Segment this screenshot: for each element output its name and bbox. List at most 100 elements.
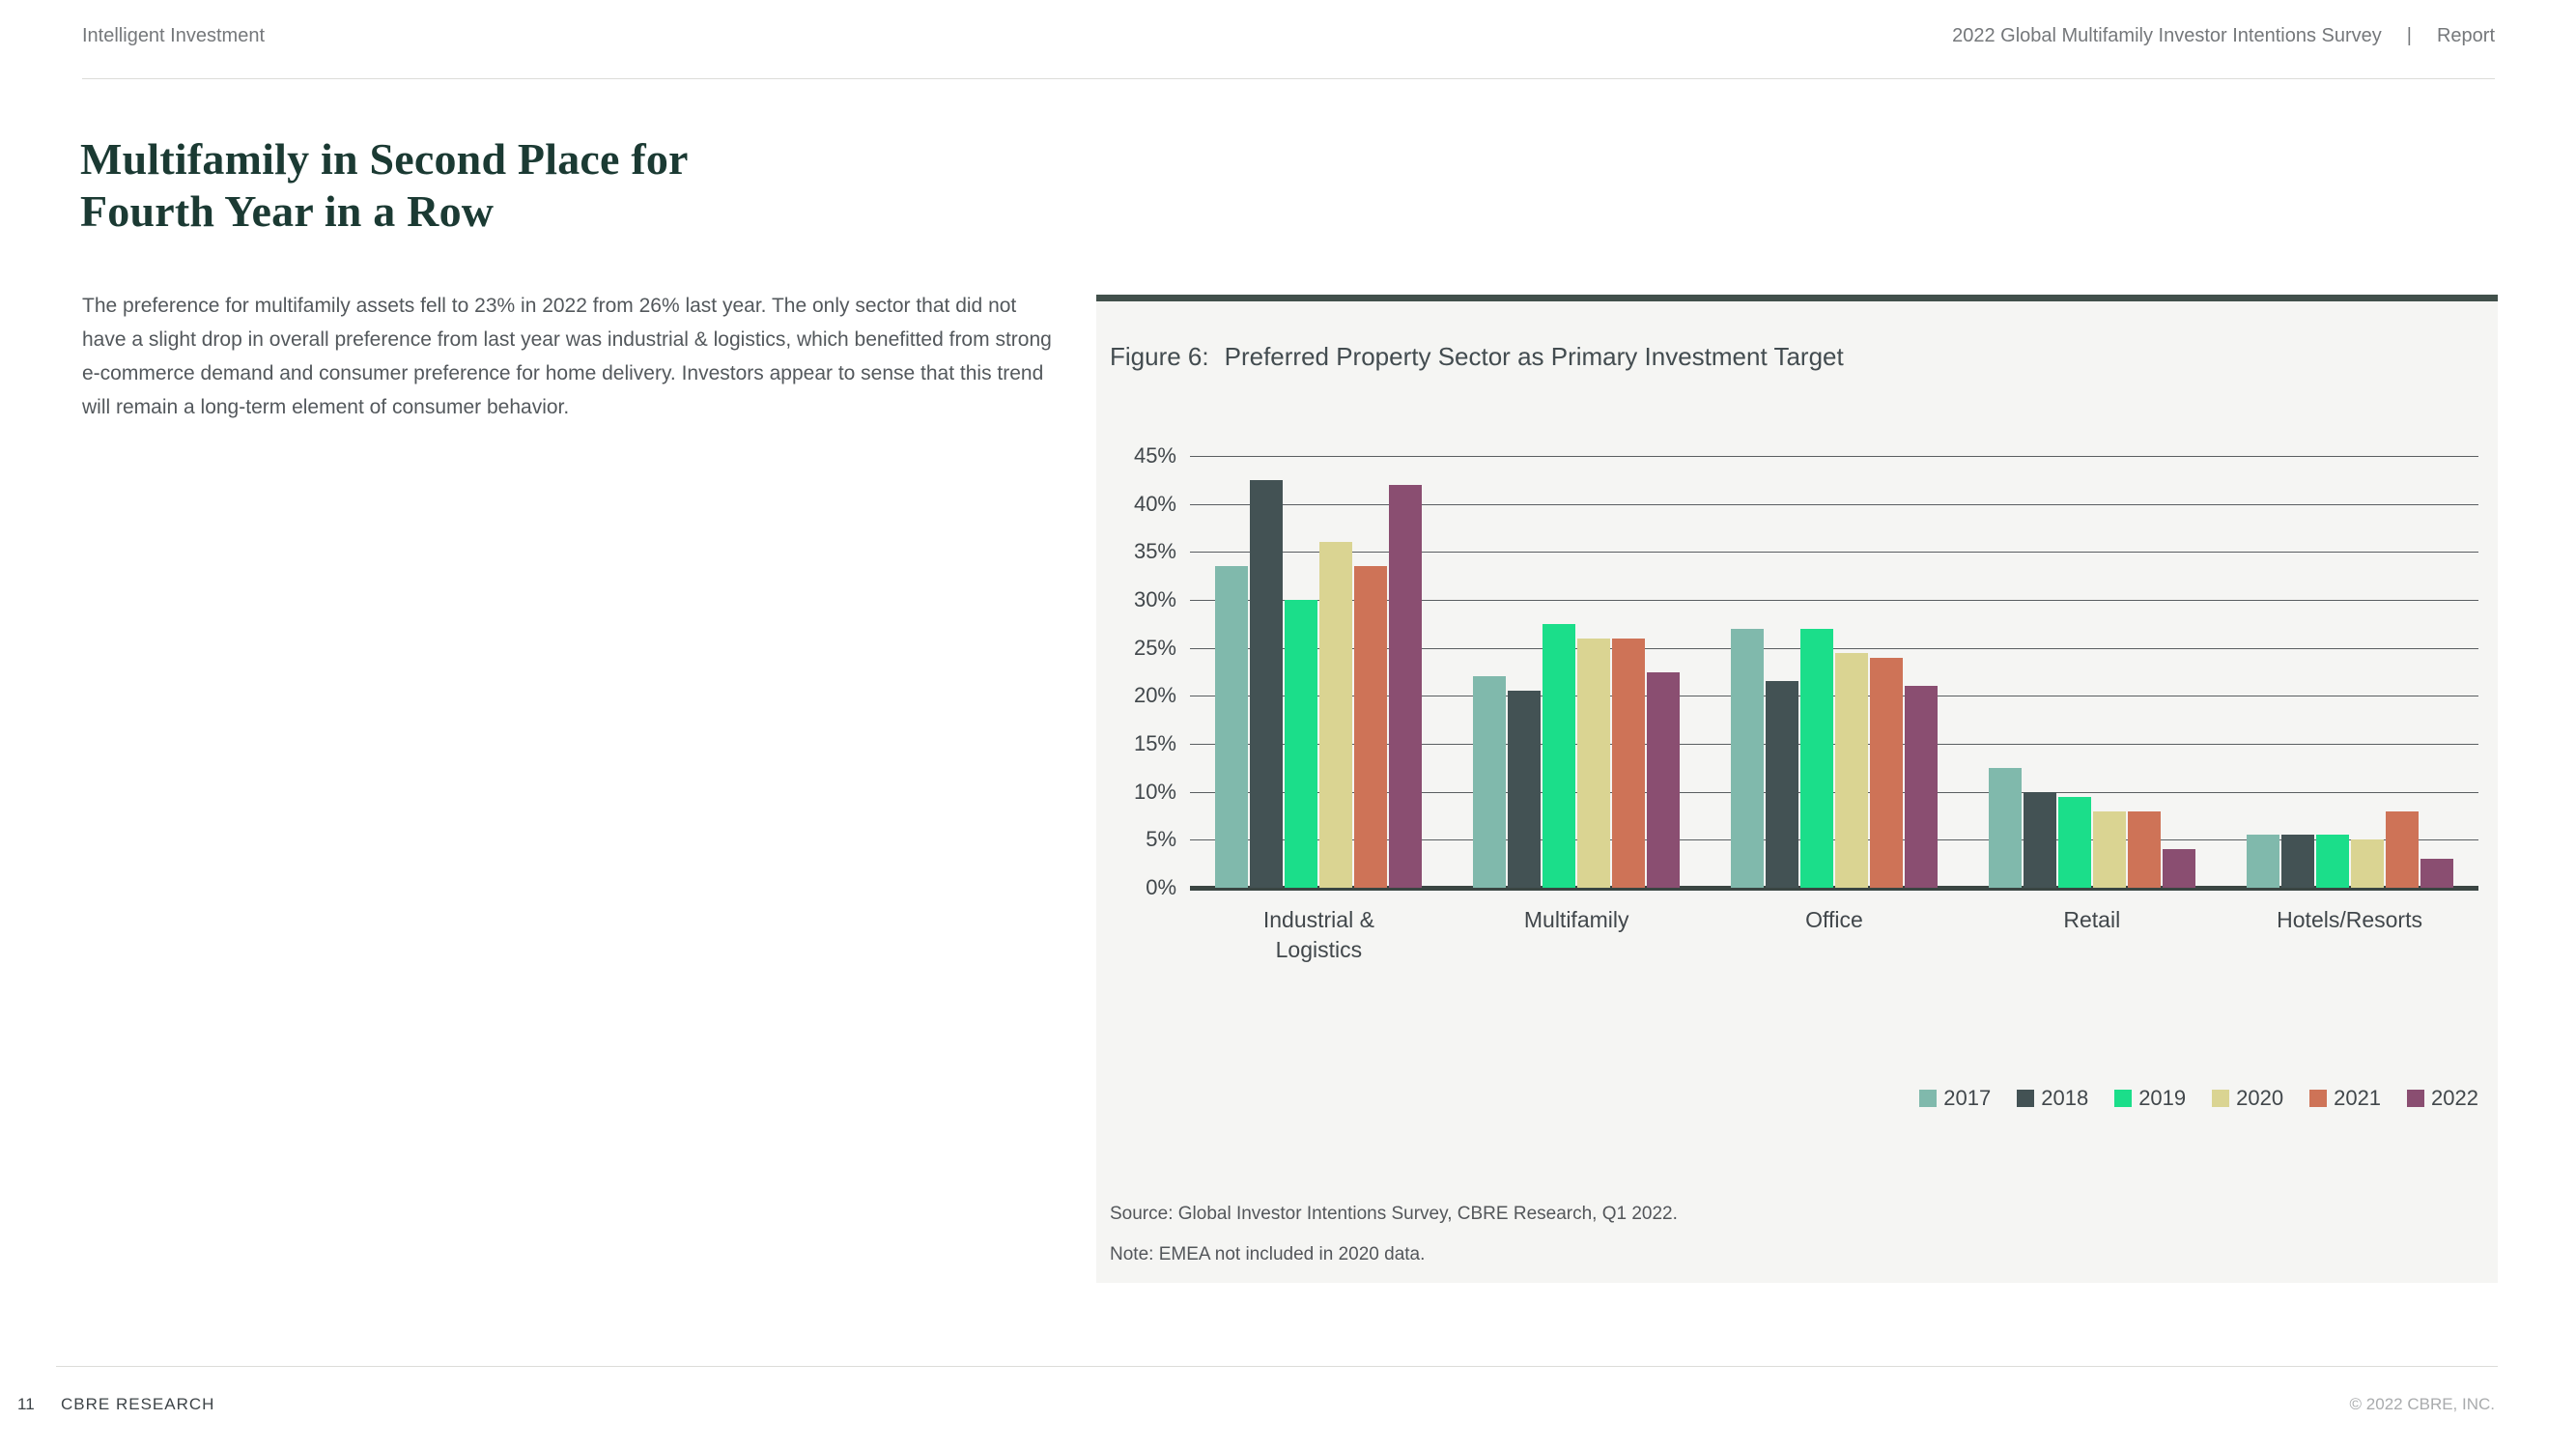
figure-title: Figure 6: Preferred Property Sector as P… [1110, 342, 1844, 372]
y-tick-label: 45% [1133, 443, 1176, 468]
body-paragraph: The preference for multifamily assets fe… [82, 295, 1052, 418]
page-header: Intelligent Investment 2022 Global Multi… [82, 25, 2495, 47]
category-label: Industrial & Logistics [1262, 907, 1374, 963]
bar-2018-retail [2023, 791, 2056, 888]
legend-swatch-2017 [1919, 1090, 1938, 1107]
bar-2017-hotels-resorts [2246, 835, 2279, 888]
bar-2021-hotels-resorts [2385, 810, 2419, 888]
bar-2022-retail [2162, 849, 2195, 888]
figure-note: Note: EMEA not included in 2020 data. [1110, 1244, 1426, 1264]
gridline [1190, 791, 2478, 793]
bar-2020-office [1834, 652, 1868, 888]
bar-2019-hotels-resorts [2315, 835, 2349, 888]
bar-2020-industrial-logistics [1319, 542, 1353, 888]
chart-legend: 2017 2018 2019 2020 2021 2022 [1919, 1086, 2478, 1111]
category-label-wrap: Multifamily [1448, 905, 1706, 935]
bar-2018-multifamily [1508, 691, 1542, 888]
header-rule [82, 78, 2495, 79]
header-tagline: Intelligent Investment [82, 25, 265, 46]
legend-label-2022: 2022 [2431, 1086, 2478, 1110]
y-tick-label: 5% [1146, 827, 1176, 852]
legend-swatch-2021 [2309, 1090, 2328, 1107]
bar-2020-retail [2092, 810, 2126, 888]
legend-item-2019: 2019 [2114, 1086, 2186, 1111]
bar-2017-office [1730, 628, 1764, 888]
legend-item-2022: 2022 [2407, 1086, 2478, 1111]
bar-2019-retail [2057, 796, 2091, 888]
category-label-wrap: Retail [1963, 905, 2221, 935]
legend-swatch-2019 [2114, 1090, 2133, 1107]
bar-2019-office [1799, 628, 1833, 888]
gridline [1190, 744, 2478, 745]
page-title-line2: Fourth Year in a Row [80, 185, 495, 236]
bar-2020-hotels-resorts [2350, 839, 2384, 888]
header-report-title: 2022 Global Multifamily Investor Intenti… [1952, 25, 2382, 46]
y-tick-label: 0% [1146, 875, 1176, 899]
bar-group-multifamily [1448, 456, 1706, 888]
bar-2021-office [1869, 657, 1903, 888]
bar-2018-hotels-resorts [2280, 835, 2314, 888]
category-label: Hotels/Resorts [2277, 907, 2422, 932]
page-title-line1: Multifamily in Second Place for [80, 134, 689, 184]
bar-2020-multifamily [1577, 638, 1611, 888]
header-divider: | [2406, 25, 2412, 46]
footer-rule [56, 1366, 2498, 1367]
legend-item-2017: 2017 [1919, 1086, 1991, 1111]
bar-group-industrial-logistics [1190, 456, 1448, 888]
bar-2022-office [1904, 686, 1938, 888]
x-axis-baseline [1190, 886, 2478, 891]
bar-2022-multifamily [1647, 671, 1681, 888]
y-tick-label: 25% [1133, 635, 1176, 660]
header-right: 2022 Global Multifamily Investor Intenti… [1952, 25, 2495, 47]
bar-2021-industrial-logistics [1354, 566, 1388, 888]
category-label: Multifamily [1523, 907, 1629, 932]
y-tick-label: 30% [1133, 587, 1176, 611]
legend-swatch-2020 [2212, 1090, 2230, 1107]
legend-item-2021: 2021 [2309, 1086, 2381, 1111]
bar-2021-retail [2127, 810, 2161, 888]
bar-2018-industrial-logistics [1250, 479, 1284, 888]
bar-2019-multifamily [1543, 623, 1576, 888]
legend-item-2018: 2018 [2017, 1086, 2088, 1111]
figure-panel: Figure 6: Preferred Property Sector as P… [1096, 295, 2498, 1283]
gridline [1190, 552, 2478, 554]
bar-2021-multifamily [1612, 638, 1646, 888]
y-tick-label: 40% [1133, 491, 1176, 516]
bar-2017-multifamily [1473, 676, 1507, 888]
category-label-wrap: Office [1706, 905, 1964, 935]
legend-label-2017: 2017 [1943, 1086, 1992, 1110]
gridline [1190, 600, 2478, 601]
bar-2022-hotels-resorts [2420, 859, 2453, 888]
category-label-wrap: Hotels/Resorts [2221, 905, 2478, 935]
gridline [1190, 456, 2478, 457]
bar-group-retail [1963, 456, 2221, 888]
y-tick-label: 10% [1133, 779, 1176, 804]
page-title: Multifamily in Second Place for Fourth Y… [80, 133, 689, 238]
y-tick-label: 35% [1133, 539, 1176, 564]
page-number: 11 [17, 1395, 35, 1413]
header-report-label: Report [2436, 25, 2495, 46]
legend-label-2019: 2019 [2138, 1086, 2187, 1110]
bar-2019-industrial-logistics [1285, 600, 1318, 888]
category-label: Retail [2063, 907, 2121, 932]
y-tick-label: 15% [1133, 731, 1176, 755]
figure-source: Source: Global Investor Intentions Surve… [1110, 1204, 1678, 1224]
category-label: Office [1805, 907, 1863, 932]
bar-group-office [1706, 456, 1964, 888]
figure-title-text: Preferred Property Sector as Primary Inv… [1224, 342, 1844, 371]
footer-brand: CBRE RESEARCH [61, 1395, 215, 1413]
legend-item-2020: 2020 [2212, 1086, 2283, 1111]
gridline [1190, 647, 2478, 649]
bar-2018-office [1765, 681, 1798, 888]
bar-2022-industrial-logistics [1389, 484, 1423, 888]
footer-copyright: © 2022 CBRE, INC. [2349, 1395, 2495, 1413]
legend-label-2018: 2018 [2041, 1086, 2089, 1110]
bar-chart-plot [1190, 456, 2478, 891]
legend-swatch-2022 [2407, 1090, 2425, 1107]
gridline [1190, 503, 2478, 505]
bar-2017-industrial-logistics [1215, 566, 1249, 888]
legend-swatch-2018 [2017, 1090, 2035, 1107]
bar-group-hotels-resorts [2221, 456, 2478, 888]
y-tick-label: 20% [1133, 683, 1176, 708]
